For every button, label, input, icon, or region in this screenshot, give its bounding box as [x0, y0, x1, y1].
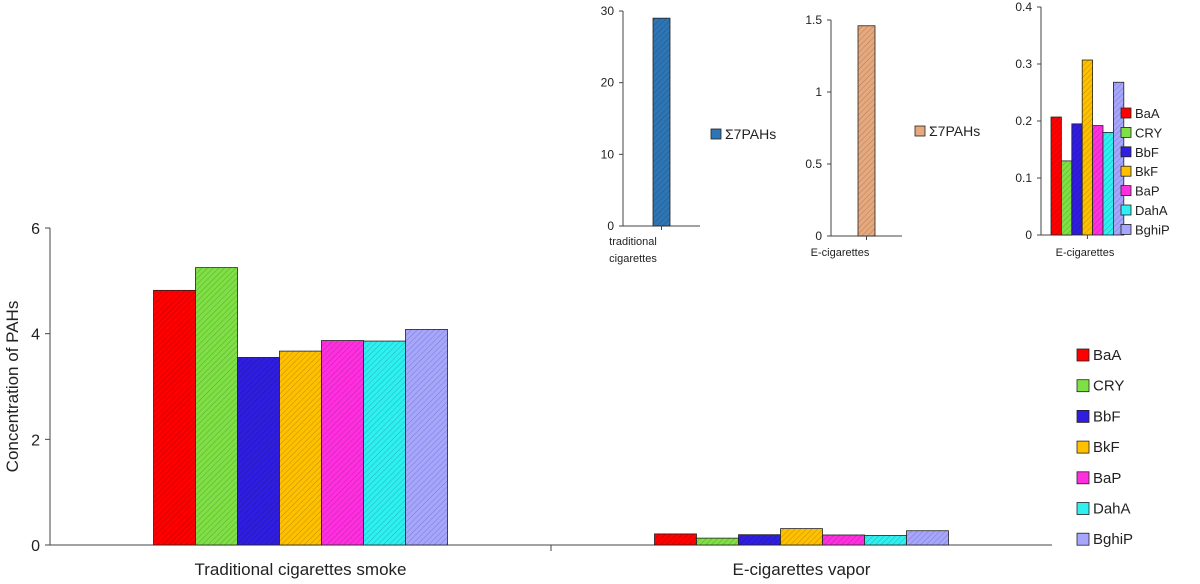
legend-label: DahA: [1135, 203, 1168, 218]
legend-label: CRY: [1093, 378, 1124, 395]
y-tick-label: 0: [607, 219, 614, 233]
y-tick-label: 1.5: [805, 13, 822, 27]
legend-label: BghiP: [1093, 531, 1133, 548]
bar-BbF-1-hatch: [237, 357, 280, 545]
legend-swatch: [1120, 223, 1132, 235]
legend-swatch: [1120, 204, 1132, 216]
x-category-label: E-cigarettes: [1056, 247, 1115, 259]
main-chart: 0 2 4 6 Concentration of PAHs Traditional cig…: [3, 221, 1133, 579]
legend-swatch: [1076, 532, 1090, 546]
legend-label: BaA: [1093, 347, 1121, 364]
inset-chart-ecig-sum: 0 0.5 1 1.5 E-cigarettes Σ7PAHs: [805, 13, 980, 259]
bar-BaP-2-hatch: [822, 534, 865, 545]
bar-BbF-2-hatch: [738, 534, 781, 545]
legend-label: BaA: [1135, 106, 1160, 121]
bar-CRY-hatch: [1061, 160, 1072, 235]
bar-BbF-hatch: [1071, 123, 1083, 235]
bar-DahA-hatch: [1103, 132, 1114, 235]
bar-CRY-1-hatch: [195, 267, 238, 545]
y-tick-label: 0: [31, 538, 40, 555]
legend-swatch: [1120, 107, 1132, 119]
y-tick-label: 6: [31, 221, 40, 238]
y-tick-label: 10: [601, 147, 615, 161]
bar-Σ7PAHs-hatch: [858, 25, 875, 237]
legend-label: BkF: [1093, 439, 1120, 456]
bar-CRY-2-hatch: [696, 538, 739, 545]
x-category-label: cigarettes: [609, 253, 657, 265]
bar-BaP-hatch: [1092, 125, 1103, 235]
x-category-label: traditional: [609, 236, 657, 248]
legend-swatch: [1120, 165, 1132, 177]
y-tick-label: 0.5: [805, 157, 822, 171]
bar-DahA-1-hatch: [363, 341, 406, 545]
legend-label: Σ7PAHs: [929, 123, 980, 139]
legend-label: BghiP: [1135, 222, 1170, 237]
y-tick-label: 2: [31, 432, 40, 449]
legend-swatch: [1120, 185, 1132, 197]
y-tick-label: 0.4: [1015, 0, 1032, 14]
y-tick-label: 4: [31, 327, 40, 344]
y-axis-title: Concentration of PAHs: [3, 301, 22, 473]
legend-label: BbF: [1093, 408, 1121, 425]
legend-label: BbF: [1135, 145, 1159, 160]
bar-BaA-2-hatch: [654, 533, 697, 545]
bar-BghiP-2-hatch: [906, 530, 949, 545]
bar-BaA-hatch: [1051, 117, 1062, 235]
y-tick-label: 20: [601, 76, 615, 90]
legend-swatch: [1076, 379, 1090, 393]
legend-label: CRY: [1135, 125, 1163, 140]
inset-chart-ecig-each: 0 0.1 0.2 0.3 0.4 E-cigarettes BaA CRY BbF BkF BaP…: [1015, 0, 1169, 259]
y-tick-label: 0: [815, 229, 822, 243]
bar-DahA-2-hatch: [864, 535, 907, 545]
legend-swatch: [1076, 409, 1090, 423]
legend-label: BkF: [1135, 164, 1158, 179]
bar-BkF-2-hatch: [780, 528, 823, 545]
y-tick-label: 0.2: [1015, 114, 1032, 128]
legend-label: BaP: [1135, 184, 1160, 199]
bar-BaP-1-hatch: [321, 340, 364, 545]
legend-swatch: [710, 128, 722, 140]
bar-BkF-hatch: [1082, 60, 1093, 236]
y-tick-label: 0: [1025, 228, 1032, 242]
legend-swatch: [1076, 348, 1090, 362]
bar-BghiP-1-hatch: [405, 329, 448, 545]
legend-swatch: [1076, 440, 1090, 454]
legend-swatch: [1076, 502, 1090, 515]
bar-BghiP-hatch: [1113, 82, 1124, 236]
bar-Σ7PAHs-hatch: [653, 18, 670, 226]
legend-swatch: [1120, 127, 1132, 138]
legend-swatch: [1076, 471, 1090, 485]
y-tick-label: 0.3: [1015, 57, 1032, 71]
x-category-label: Traditional cigarettes smoke: [195, 560, 407, 579]
legend-swatch: [914, 125, 926, 137]
inset-chart-traditional: 0 10 20 30 traditional cigarettes Σ7PAHs: [601, 4, 777, 265]
y-tick-label: 30: [601, 4, 615, 18]
legend-label: BaP: [1093, 470, 1121, 487]
legend-label: DahA: [1093, 501, 1131, 518]
y-tick-label: 1: [815, 85, 822, 99]
y-tick-label: 0.1: [1015, 171, 1032, 185]
legend-swatch: [1120, 146, 1132, 158]
legend-label: Σ7PAHs: [725, 126, 776, 142]
x-category-label: E-cigarettes vapor: [733, 560, 871, 579]
bar-BaA-1-hatch: [153, 290, 196, 545]
x-category-label: E-cigarettes: [811, 247, 870, 259]
bar-BkF-1-hatch: [279, 351, 322, 545]
